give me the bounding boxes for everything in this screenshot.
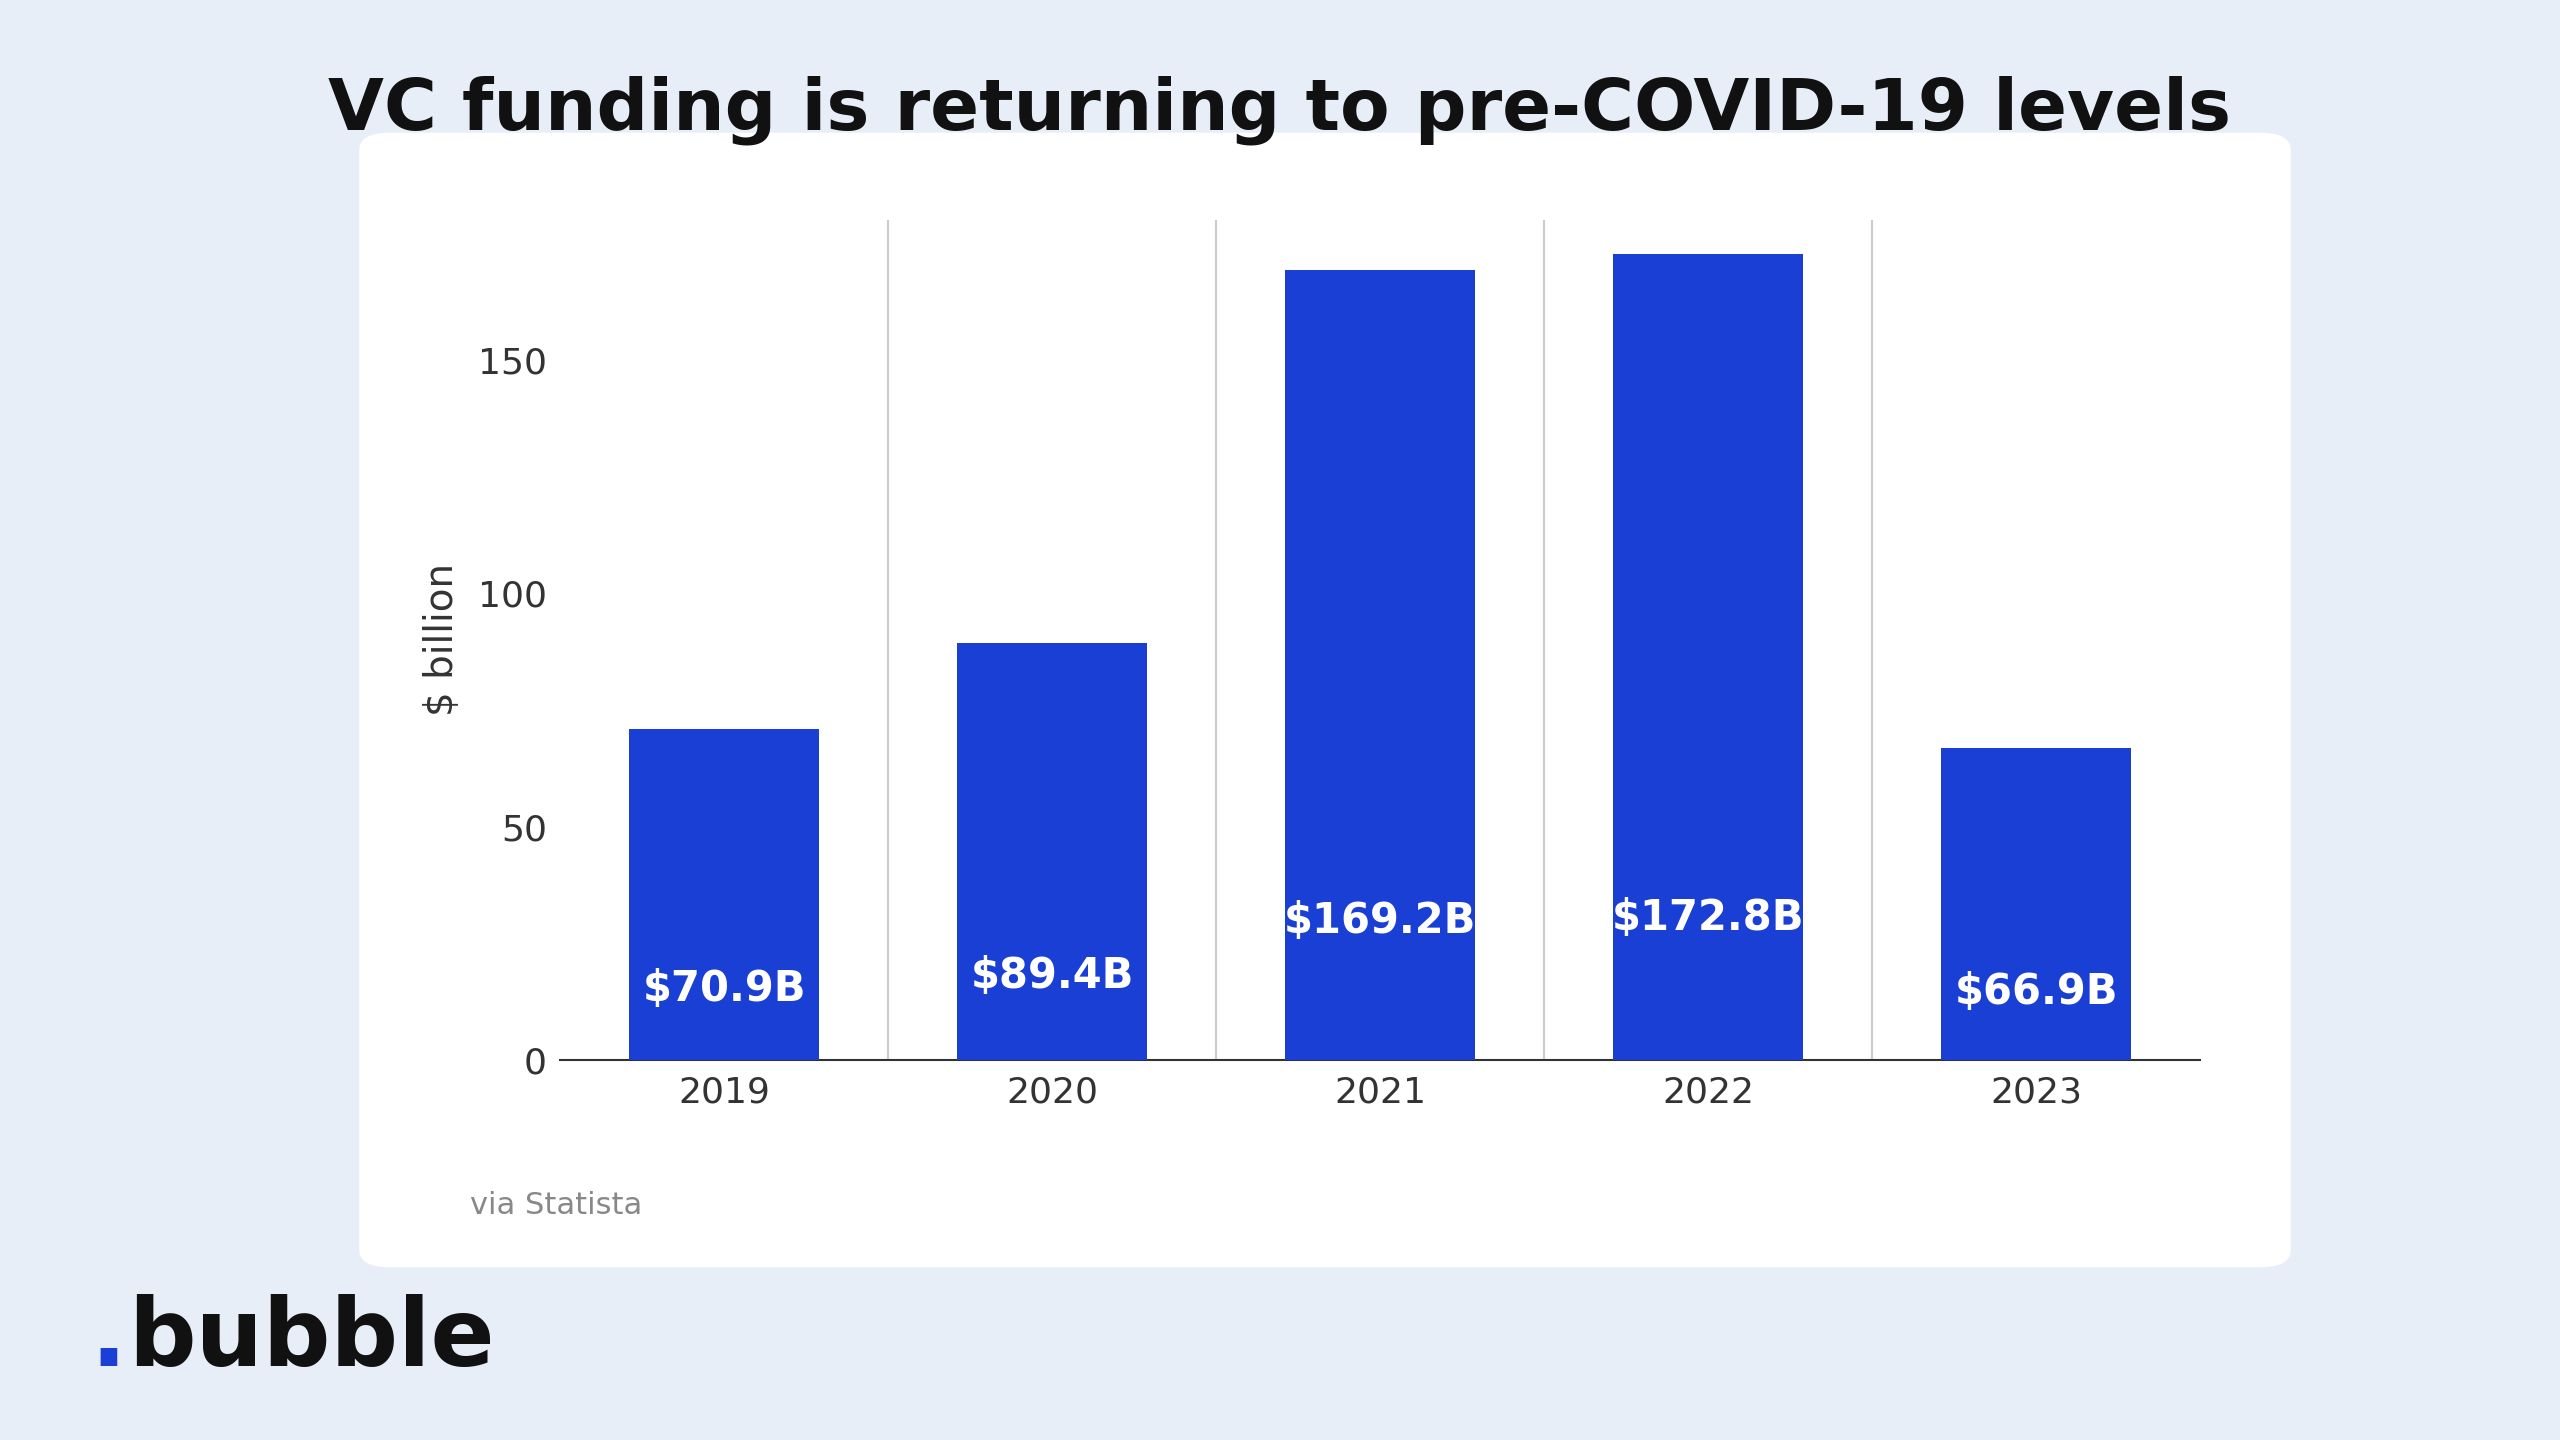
Text: $66.9B: $66.9B [1953,971,2117,1014]
Text: .: . [90,1295,125,1385]
Text: $89.4B: $89.4B [970,955,1134,998]
Text: via Statista: via Statista [471,1191,643,1220]
Bar [1285,271,1475,1060]
Y-axis label: $ billion: $ billion [422,563,461,717]
Text: $70.9B: $70.9B [643,968,806,1011]
Text: VC funding is returning to pre-COVID-19 levels: VC funding is returning to pre-COVID-19 … [328,75,2232,145]
Bar [1613,253,1802,1060]
Bar [957,642,1147,1060]
Bar [630,729,819,1060]
Bar [1940,747,2130,1060]
Text: $172.8B: $172.8B [1613,897,1805,939]
Text: bubble: bubble [128,1295,494,1385]
Text: $169.2B: $169.2B [1283,900,1477,942]
